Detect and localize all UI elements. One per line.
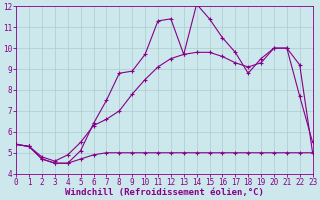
X-axis label: Windchill (Refroidissement éolien,°C): Windchill (Refroidissement éolien,°C) (65, 188, 264, 197)
